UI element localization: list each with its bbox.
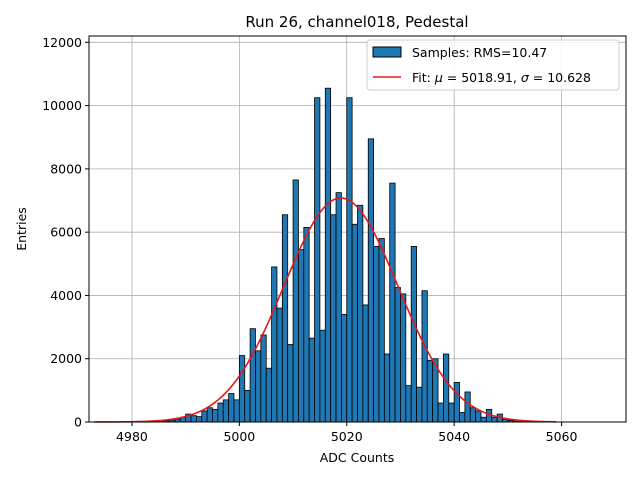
histogram-bars — [158, 87, 525, 423]
histogram-bar — [469, 407, 477, 423]
histogram-bar — [340, 314, 348, 423]
histogram-bar — [383, 353, 391, 423]
histogram-bar — [238, 355, 246, 423]
histogram-bar — [233, 399, 240, 423]
histogram-bar — [378, 238, 385, 423]
histogram-bar — [330, 214, 337, 423]
histogram-bar — [416, 386, 423, 423]
histogram-bar — [249, 328, 256, 423]
legend-swatch-samples — [372, 46, 402, 58]
histogram-bar — [222, 399, 230, 423]
histogram-bar — [426, 359, 434, 423]
histogram-bar — [400, 293, 407, 423]
histogram-bar — [324, 87, 332, 423]
histogram-bar — [195, 416, 203, 423]
histogram-bar — [362, 304, 369, 423]
histogram-bar — [394, 287, 401, 423]
histogram-bar — [459, 412, 466, 423]
histogram-bar — [276, 307, 283, 423]
histogram-bar — [217, 402, 224, 423]
histogram-bar — [475, 410, 482, 423]
histogram-bar — [190, 415, 197, 423]
histogram-bar — [319, 329, 326, 423]
y-tick-label: 6000 — [50, 225, 82, 240]
histogram-bar — [314, 97, 321, 423]
plot-frame — [88, 35, 627, 423]
histogram-bar — [464, 391, 471, 423]
legend-label-samples: Samples: RMS=10.47 — [412, 45, 547, 60]
x-tick-label: 5000 — [223, 429, 255, 444]
histogram-bar — [260, 334, 267, 423]
histogram-bar — [265, 367, 272, 423]
x-tick-label: 5060 — [546, 429, 578, 444]
histogram-bar — [271, 266, 278, 423]
y-axis-title: Entries — [14, 207, 29, 251]
histogram-bar — [281, 214, 289, 423]
x-tick-label: 5020 — [331, 429, 363, 444]
y-tick-label: 12000 — [42, 35, 82, 50]
histogram-bar — [389, 182, 396, 423]
histogram-bar — [443, 353, 450, 423]
histogram-bar — [228, 393, 235, 423]
histogram-bar — [255, 350, 262, 423]
y-tick-label: 8000 — [50, 161, 82, 176]
histogram-bar — [373, 246, 380, 423]
x-tick-label: 4980 — [116, 429, 148, 444]
y-tick-label: 4000 — [50, 288, 82, 303]
legend-label-fit: Fit: μ = 5018.91, σ = 10.628 — [412, 70, 591, 85]
histogram-bar — [453, 382, 460, 423]
histogram-bar — [292, 179, 299, 423]
histogram-bar — [405, 385, 412, 423]
histogram-bar — [244, 389, 251, 423]
legend-box — [366, 39, 620, 91]
histogram-bar — [201, 410, 208, 423]
x-axis-title: ADC Counts — [320, 450, 395, 465]
histogram-bar — [357, 204, 364, 423]
x-axis-ticks: 4980 5000 5020 5040 5060 — [116, 422, 578, 444]
histogram-bar — [351, 223, 358, 423]
histogram-bar — [303, 227, 310, 423]
histogram-bar — [206, 407, 213, 423]
x-tick-label: 5040 — [438, 429, 470, 444]
y-tick-label: 2000 — [50, 351, 82, 366]
histogram-bar — [367, 138, 375, 423]
histogram-bar — [410, 246, 417, 423]
histogram-bar — [335, 192, 342, 423]
y-axis-ticks: 0 2000 4000 6000 8000 10000 12000 — [42, 35, 89, 430]
legend: Samples: RMS=10.47 Fit: μ = 5018.91, σ =… — [366, 39, 620, 91]
histogram-bar — [448, 402, 455, 423]
histogram-bar — [212, 408, 219, 423]
histogram-bar — [308, 337, 315, 423]
histogram-bar — [437, 402, 444, 423]
histogram-bar — [421, 290, 428, 423]
histogram-bar — [298, 249, 305, 423]
y-tick-label: 10000 — [42, 98, 82, 113]
y-tick-label: 0 — [74, 415, 82, 430]
histogram-bar — [287, 344, 294, 423]
histogram-bar — [346, 97, 353, 423]
histogram-bar — [491, 416, 498, 423]
chart-title: Run 26, channel018, Pedestal — [245, 13, 468, 31]
fit-curve — [94, 197, 557, 423]
histogram-bar — [480, 416, 487, 423]
